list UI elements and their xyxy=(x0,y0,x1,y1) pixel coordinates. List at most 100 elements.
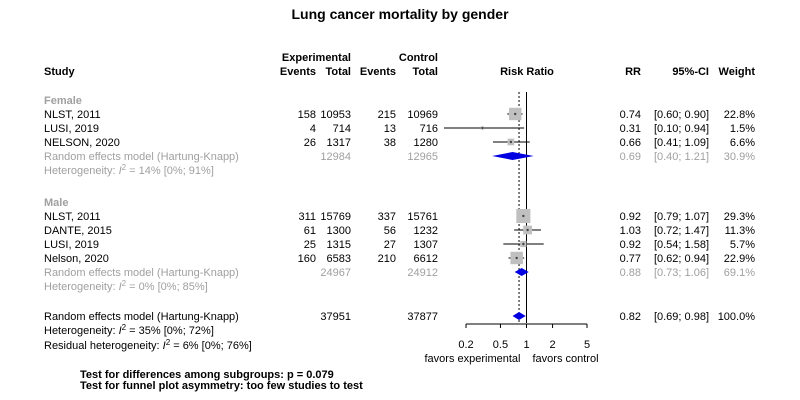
residual-heterogeneity-rest: = 6% [0%; 76%] xyxy=(170,340,252,352)
subgroup-female-row-3-ctrl-events: 38 xyxy=(384,137,396,149)
header-exp-events: Events xyxy=(280,66,316,78)
subgroup-female-row-3-study: NELSON, 2020 xyxy=(44,137,120,149)
subgroup-male-row-3-point xyxy=(522,242,525,246)
subgroup-female-row-3-weight: 6.6% xyxy=(730,137,755,149)
header-risk-ratio: Risk Ratio xyxy=(500,66,554,78)
subgroup-male-row-3-ctrl-total: 1307 xyxy=(414,239,438,251)
subgroup-female-label: Female xyxy=(44,95,82,107)
subgroup-female-row-2-ctrl-total: 716 xyxy=(420,123,438,135)
subgroup-male-row-2-ctrl-total: 1232 xyxy=(414,225,438,237)
overall-diamond xyxy=(512,312,526,320)
subgroup-female-row-3-exp-events: 26 xyxy=(304,137,316,149)
subgroup-female-heterogeneity-rest: = 14% [0%; 91%] xyxy=(126,165,214,177)
subgroup-female-summary-weight: 30.9% xyxy=(724,151,755,163)
subgroup-female-row-2-study: LUSI, 2019 xyxy=(44,123,99,135)
residual-heterogeneity-prefix: Residual heterogeneity: xyxy=(44,340,163,352)
x-tick-label-1: 0.2 xyxy=(458,339,473,351)
overall-ctrl-total: 37877 xyxy=(407,311,438,323)
header-study: Study xyxy=(44,66,75,78)
subgroup-male-row-3-exp-events: 25 xyxy=(304,239,316,251)
subgroup-male-row-2-ci: [0.72; 1.47] xyxy=(654,225,709,237)
subgroup-female-row-1-exp-total: 10953 xyxy=(320,109,351,121)
subgroup-female-summary-exp-total: 12984 xyxy=(320,151,351,163)
subgroup-female-summary-label: Random effects model (Hartung-Knapp) xyxy=(44,151,239,163)
x-label-favors-control: favors control xyxy=(533,353,599,365)
subgroup-male-heterogeneity-prefix: Heterogeneity: xyxy=(44,281,119,293)
subgroup-male-row-4-ci: [0.62; 0.94] xyxy=(654,253,709,265)
subgroup-female-row-2-ci: [0.10; 0.94] xyxy=(654,123,709,135)
subgroup-male-row-4-exp-total: 6583 xyxy=(327,253,351,265)
subgroup-female-summary-diamond xyxy=(492,152,534,160)
subgroup-male-summary-weight: 69.1% xyxy=(724,267,755,279)
subgroup-female-row-2-exp-total: 714 xyxy=(333,123,351,135)
subgroup-female-summary-rr: 0.69 xyxy=(620,151,641,163)
subgroup-female-summary-ci: [0.40; 1.21] xyxy=(654,151,709,163)
x-label-favors-experimental: favors experimental xyxy=(425,353,521,365)
subgroup-male-heterogeneity-sup: 2 xyxy=(122,279,127,288)
subgroup-female-heterogeneity-symbol: I xyxy=(119,165,122,177)
subgroup-male-row-3-ctrl-events: 27 xyxy=(384,239,396,251)
overall-label: Random effects model (Hartung-Knapp) xyxy=(44,311,239,323)
subgroup-male-summary-diamond xyxy=(514,268,529,276)
overall-weight: 100.0% xyxy=(718,311,756,323)
subgroup-male-summary-label: Random effects model (Hartung-Knapp) xyxy=(44,267,239,279)
subgroup-female-row-1-weight: 22.8% xyxy=(724,109,755,121)
subgroup-female-row-1-point xyxy=(513,112,517,116)
subgroup-male-summary-exp-total: 24967 xyxy=(320,267,351,279)
test-funnel-asymmetry: Test for funnel plot asymmetry: too few … xyxy=(80,380,363,392)
header-ctrl-events: Events xyxy=(360,66,396,78)
x-tick-label-4: 2 xyxy=(549,339,555,351)
overall-heterogeneity-prefix: Heterogeneity: xyxy=(44,325,119,337)
subgroup-male-row-2-point xyxy=(526,228,529,232)
subgroup-male-row-2-weight: 11.3% xyxy=(725,225,756,237)
subgroup-female-row-1-rr: 0.74 xyxy=(620,109,641,121)
subgroup-male-row-1-exp-total: 15769 xyxy=(320,211,351,223)
subgroup-male-row-2-study: DANTE, 2015 xyxy=(44,225,112,237)
header-ctrl-total: Total xyxy=(413,66,438,78)
subgroup-female-heterogeneity-prefix: Heterogeneity: xyxy=(44,165,119,177)
subgroup-female-row-3-ci: [0.41; 1.09] xyxy=(654,137,709,149)
overall-exp-total: 37951 xyxy=(320,311,351,323)
forest-plot-area xyxy=(444,92,544,323)
subgroup-male-heterogeneity: Heterogeneity: I2 = 0% [0%; 85%] xyxy=(44,279,208,294)
subgroup-male-row-1-ci: [0.79; 1.07] xyxy=(654,211,709,223)
subgroup-male-summary-rr: 0.88 xyxy=(620,267,641,279)
header-exp-total: Total xyxy=(326,66,351,78)
subgroup-male-row-1-exp-events: 311 xyxy=(298,211,316,223)
subgroup-male-row-1-point xyxy=(522,214,525,218)
x-tick-label-3: 1 xyxy=(523,339,529,351)
x-tick-label-2: 0.5 xyxy=(493,339,508,351)
subgroup-female-row-1-study: NLST, 2011 xyxy=(44,109,101,121)
subgroup-male-row-2-ctrl-events: 56 xyxy=(384,225,396,237)
test-subgroup-differences: Test for differences among subgroups: p … xyxy=(80,369,334,381)
subgroup-male-row-4-point xyxy=(515,256,518,260)
subgroup-male-row-4-weight: 22.9% xyxy=(724,253,755,265)
subgroup-male-row-2-rr: 1.03 xyxy=(620,225,641,237)
residual-heterogeneity-symbol: I xyxy=(163,340,166,352)
subgroup-female-row-2-ctrl-events: 13 xyxy=(384,123,396,135)
subgroup-female-row-3-ctrl-total: 1280 xyxy=(414,137,438,149)
subgroup-female-row-2-weight: 1.5% xyxy=(730,123,755,135)
subgroup-female-row-1-ctrl-total: 10969 xyxy=(407,109,438,121)
header-rr: RR xyxy=(625,66,641,78)
overall-heterogeneity-symbol: I xyxy=(119,325,122,337)
subgroup-male-label: Male xyxy=(44,197,68,209)
subgroup-male-row-4-ctrl-total: 6612 xyxy=(414,253,438,265)
subgroup-female-row-1-ctrl-events: 215 xyxy=(378,109,396,121)
subgroup-female-heterogeneity-sup: 2 xyxy=(122,163,127,172)
subgroup-male-row-3-exp-total: 1315 xyxy=(327,239,351,251)
subgroup-female-row-3-rr: 0.66 xyxy=(620,137,641,149)
overall-heterogeneity-rest: = 35% [0%; 72%] xyxy=(126,325,214,337)
overall-rr: 0.82 xyxy=(620,311,641,323)
subgroup-female-row-1-ci: [0.60; 0.90] xyxy=(654,109,709,121)
header-weight: Weight xyxy=(719,66,756,78)
subgroup-male-heterogeneity-rest: = 0% [0%; 85%] xyxy=(126,281,208,293)
subgroup-male-row-1-rr: 0.92 xyxy=(620,211,641,223)
residual-heterogeneity: Residual heterogeneity: I2 = 6% [0%; 76%… xyxy=(44,338,252,353)
subgroup-male-row-3-study: LUSI, 2019 xyxy=(44,239,99,251)
overall-heterogeneity: Heterogeneity: I2 = 35% [0%; 72%] xyxy=(44,323,214,338)
subgroup-female-summary-ctrl-total: 12965 xyxy=(407,151,438,163)
subgroup-male-row-2-exp-events: 61 xyxy=(304,225,316,237)
